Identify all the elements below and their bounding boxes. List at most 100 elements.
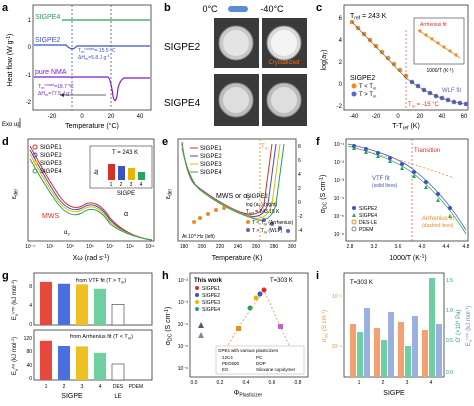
tick-x: 180 <box>180 244 189 250</box>
tick-y: -2 <box>337 104 343 110</box>
tick-y-right: 8 <box>298 144 301 150</box>
tick-x-4: 40 <box>137 114 144 120</box>
panel-e-chart: e Tm SIGPE1 SIGPE2 SIGPE3 SIGPE4 MWS or … <box>162 136 303 262</box>
plot-frame <box>27 138 155 242</box>
panel-b: b 0°C -40°C SIGPE2 Crystallized SIGPE4 <box>162 0 312 132</box>
gpes-title: GPEs with various plasticizers <box>218 348 279 353</box>
vtf-label: VTF fit <box>372 176 390 182</box>
legend-marker <box>195 293 199 297</box>
gpes-legend-box <box>215 345 305 375</box>
sample-inner <box>223 30 249 56</box>
ann-nma-tm: Tmonset=18.7 °C <box>38 82 74 90</box>
mws-label: MWS or α2 <box>216 193 250 202</box>
tick-y: 6 <box>339 16 343 22</box>
tick-x: 10⁷ <box>106 244 114 250</box>
panel-c-label: c <box>316 2 322 14</box>
temp-left: 0°C <box>202 4 218 14</box>
y-axis-title: εder <box>11 188 20 199</box>
panel-f-chart: f Transition VTF fit (solid lines) Arrhe… <box>316 136 470 262</box>
x-axis-title: ΦPlasticizer <box>234 390 263 399</box>
panel-h-chart: h T=303 K This work SIGPE1 SIGPE2 SIGPE3… <box>162 270 309 399</box>
y-axis-title-left: σDC (S cm-1) <box>320 310 329 342</box>
tm-label: Tm = -15 °C <box>408 102 440 109</box>
label-bg <box>34 12 62 21</box>
tick-x: 220 <box>216 244 225 250</box>
tick-x: 10¹¹ <box>146 244 155 250</box>
legend-marker <box>195 300 199 304</box>
inset-xlabel: 1000/T (K-1) <box>426 67 453 75</box>
tick-y: 10⁻² <box>334 160 344 166</box>
plot-frame <box>32 4 152 111</box>
tm-label: Tm <box>261 144 269 151</box>
series-label-nma: pure NMA <box>35 69 67 76</box>
points-this-work <box>247 287 267 311</box>
bar-vtf <box>40 281 52 325</box>
inset-bar-2 <box>118 166 125 180</box>
inset-tick: 2 <box>120 182 123 188</box>
tick-x: 0.8 <box>295 380 302 386</box>
plot-frame <box>189 272 309 378</box>
tick-x: 3 <box>81 384 84 390</box>
arrow-head <box>60 93 64 97</box>
data-point <box>385 55 391 61</box>
inset-frame <box>413 17 465 65</box>
bar-vtf <box>111 304 125 326</box>
tick-x: 10⁹ <box>126 244 134 250</box>
bars <box>350 278 442 377</box>
inset-bar-3 <box>128 168 135 180</box>
tick-x: 1 <box>358 380 361 386</box>
curve-sigpe4 <box>29 158 153 241</box>
x-axis-title: Xω (rad s-1) <box>73 254 110 262</box>
legend-marker <box>32 160 38 166</box>
panel-f-label: f <box>316 136 320 148</box>
ann-sigpe2-dh: ΔHm=5.8 J g-1 <box>78 53 111 61</box>
sigpe2-points <box>352 144 452 210</box>
wlf-label: WLF fit <box>442 88 461 94</box>
data-point <box>391 61 397 67</box>
legend-sigpe3: SIGPE3 <box>200 162 222 168</box>
tick-x: 0.6 <box>269 380 276 386</box>
tick-x: 0.4 <box>243 380 250 386</box>
tick-y-2: 0 <box>28 45 32 51</box>
tick-x: 260 <box>252 244 261 250</box>
legend-pdem: PDEM <box>359 227 373 233</box>
tick-y-1: 1 <box>28 18 32 24</box>
plot-frame-bottom <box>33 329 153 381</box>
legend-sigpe4: SIGPE4 <box>200 170 222 176</box>
panel-g: g from VTF fit (T > Tm) from Arrhenius f… <box>0 268 160 401</box>
legend-sigpe1: SIGPE1 <box>202 286 220 292</box>
sample-inner <box>271 87 297 113</box>
bar-vtf <box>58 283 70 325</box>
panel-b-label: b <box>164 2 171 14</box>
legend-marker <box>351 226 357 232</box>
y-axis-title-bottom: EaArr (kJ mol-1) <box>10 337 19 375</box>
legend-lt: T < Tm <box>359 84 377 91</box>
inset-bar-1 <box>108 164 115 180</box>
legend-marker <box>351 219 357 225</box>
temp-label: T=303 K <box>350 280 373 286</box>
inset-points <box>418 29 458 57</box>
panel-f: f Transition VTF fit (solid lines) Arrhe… <box>314 134 474 266</box>
arr-sub: (dashed lines) <box>422 223 454 229</box>
vtf-sub: (solid lines) <box>372 183 398 189</box>
x-axis-title: Temperature (K) <box>212 255 263 262</box>
tick-y: 4 <box>339 38 343 44</box>
tick-x: 0 <box>396 114 400 120</box>
y-axis-title-top: EaVTF (kJ mol-1) <box>10 280 19 320</box>
tick-x: 3 <box>406 380 409 386</box>
tick-y: 4 <box>29 303 32 309</box>
legend-gt: T > Tm <box>359 92 377 99</box>
legend-sigpe4: SIGPE4 <box>202 307 220 313</box>
sample-crystallized <box>271 30 297 56</box>
tick-x-3: 20 <box>108 114 115 120</box>
y-axis-title: log(aT) <box>321 50 330 71</box>
tick-y-mid: 1.5 <box>446 278 453 284</box>
series-label-sigpe4: SIGPE4 <box>35 14 60 21</box>
tick-x: 3.6 <box>395 244 402 250</box>
x-axis-title: SIGPE <box>61 393 83 400</box>
x-axis-title: Temperature (°C) <box>65 122 119 130</box>
tick-x: 2.8 <box>347 244 354 250</box>
legend-marker-orange <box>351 83 357 89</box>
panel-e: e Tm SIGPE1 SIGPE2 SIGPE3 SIGPE4 MWS or … <box>160 134 314 266</box>
panel-h: h T=303 K This work SIGPE1 SIGPE2 SIGPE3… <box>160 268 314 401</box>
